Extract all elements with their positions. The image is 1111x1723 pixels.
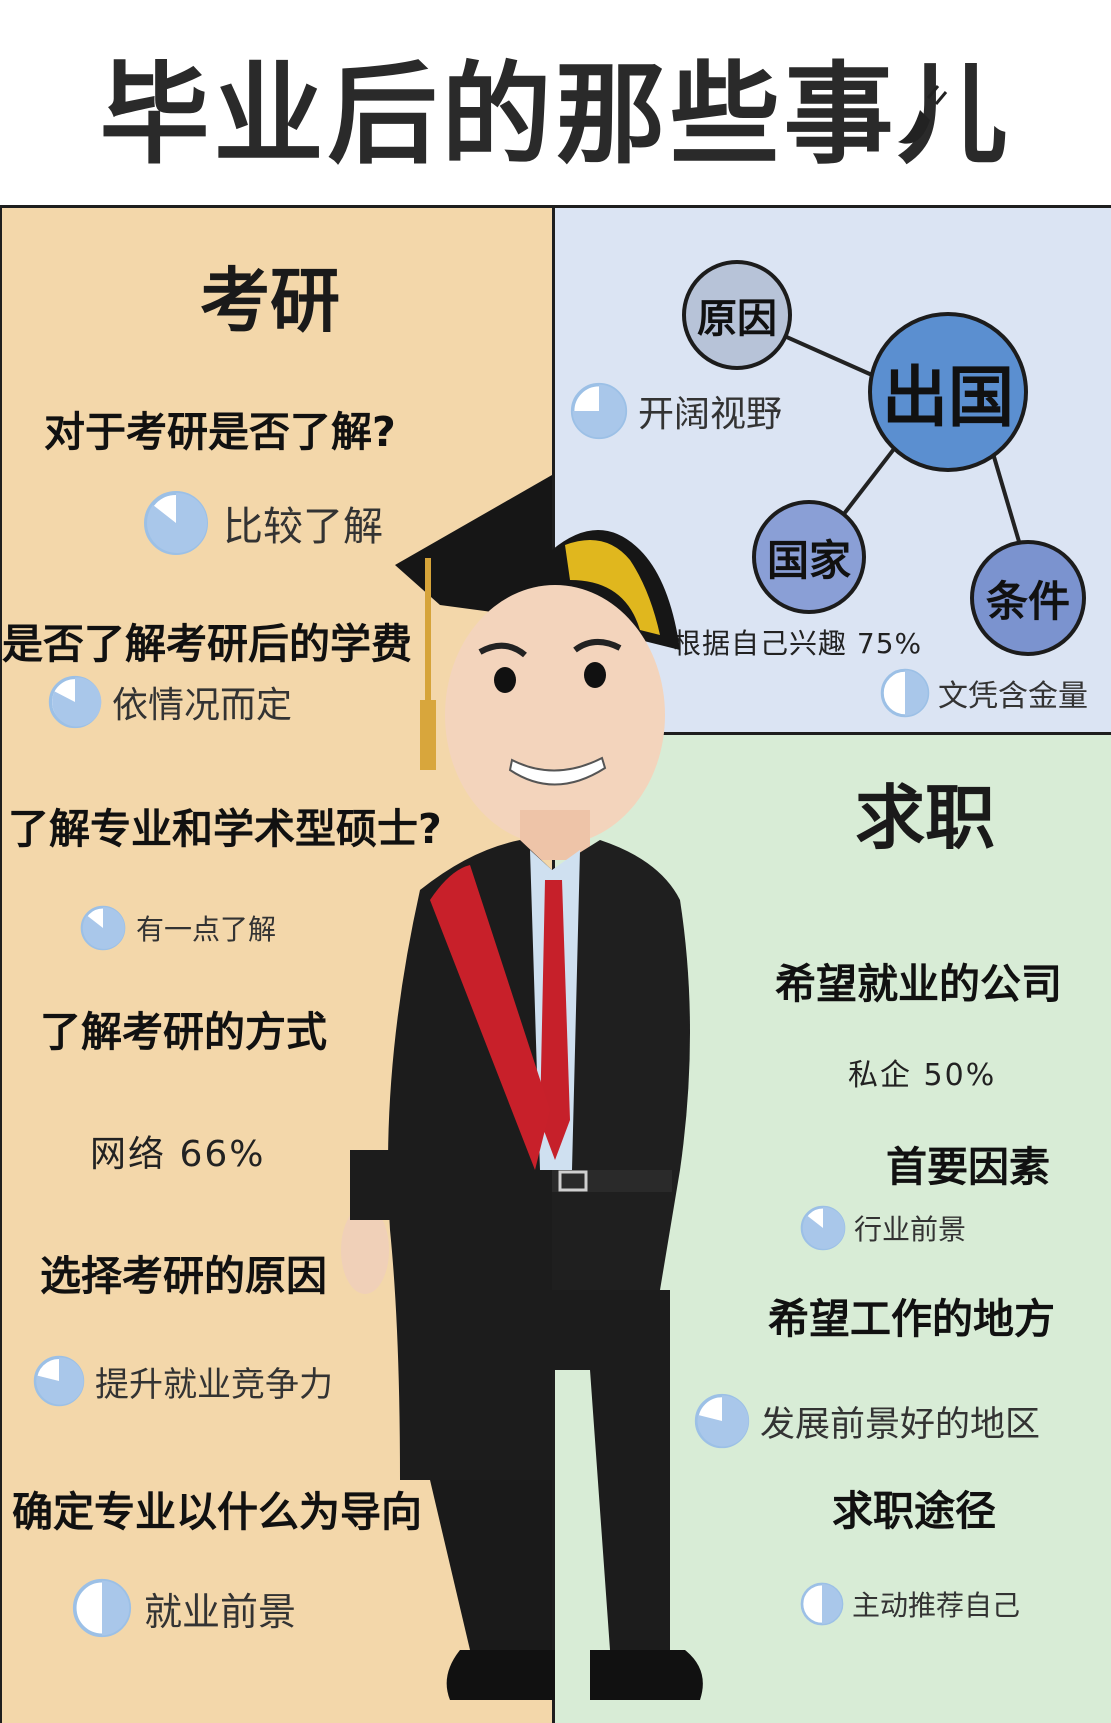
kaoyan-answer-1: 比较了解 — [143, 490, 383, 556]
kaoyan-question-6: 确定专业以什么为导向 — [12, 1488, 422, 1536]
qiuzhi-answer-3: 发展前景好的地区 — [694, 1393, 1040, 1449]
kaoyan-answer-2: 依情况而定 — [48, 675, 292, 729]
kaoyan-question-4: 了解考研的方式 — [40, 1008, 327, 1056]
chuguo-reason-answer: 开阔视野 — [570, 382, 782, 440]
kaoyan-answer-6: 就业前景 — [72, 1578, 296, 1638]
answer-text: 就业前景 — [144, 1589, 297, 1634]
answer-text: 比较了解 — [223, 504, 383, 550]
pie-chart-icon — [800, 1582, 844, 1626]
qiuzhi-question-1: 希望就业的公司 — [775, 960, 1062, 1008]
answer-text: 提升就业竞争力 — [95, 1364, 333, 1405]
kaoyan-question-2: 是否了解考研后的学费 — [2, 620, 412, 668]
qiuzhi-question-4: 求职途径 — [832, 1487, 996, 1535]
answer-text: 行业前景 — [854, 1213, 967, 1246]
pie-chart-icon — [800, 1205, 846, 1251]
qiuzhi-question-2: 首要因素 — [886, 1143, 1050, 1191]
kaoyan-answer-4: 网络 66% — [90, 1134, 266, 1175]
kaoyan-answer-3: 有一点了解 — [80, 905, 276, 951]
pie-chart-icon — [80, 905, 126, 951]
kaoyan-heading: 考研 — [200, 260, 340, 342]
qiuzhi-answer-2: 行业前景 — [800, 1205, 966, 1251]
page-title: 毕业后的那些事儿 — [99, 51, 1012, 179]
answer-text: 有一点了解 — [136, 913, 277, 946]
kaoyan-question-3: 了解专业和学术型硕士? — [8, 805, 442, 853]
answer-text: 开阔视野 — [638, 394, 783, 435]
pie-chart-icon — [33, 1355, 85, 1407]
pie-chart-icon — [570, 382, 628, 440]
qiuzhi-question-3: 希望工作的地方 — [768, 1295, 1055, 1343]
pie-chart-icon — [48, 675, 102, 729]
answer-text: 依情况而定 — [112, 685, 293, 726]
answer-text: 文凭含金量 — [938, 679, 1088, 714]
decorative-swoosh-icon — [898, 85, 948, 144]
qiuzhi-answer-4: 主动推荐自己 — [800, 1582, 1020, 1626]
kaoyan-question-5: 选择考研的原因 — [40, 1252, 327, 1300]
node-condition: 条件 — [970, 540, 1086, 656]
pie-chart-icon — [880, 668, 930, 718]
qiuzhi-answer-1: 私企 50% — [848, 1058, 997, 1093]
chuguo-country-answer: 根据自己兴趣 75% — [673, 627, 923, 660]
node-chuguo-center: 出国 — [868, 312, 1028, 472]
answer-text: 发展前景好的地区 — [760, 1404, 1041, 1445]
chuguo-condition-answer: 文凭含金量 — [880, 668, 1088, 718]
graduate-illustration — [341, 475, 703, 1700]
node-country: 国家 — [752, 500, 866, 614]
answer-text: 主动推荐自己 — [852, 1589, 1021, 1622]
node-reason: 原因 — [682, 260, 792, 370]
qiuzhi-heading: 求职 — [855, 777, 995, 859]
kaoyan-question-1: 对于考研是否了解? — [44, 408, 396, 456]
pie-chart-icon — [694, 1393, 750, 1449]
pie-chart-icon — [72, 1578, 132, 1638]
pie-chart-icon — [144, 491, 208, 555]
kaoyan-answer-5: 提升就业竞争力 — [33, 1355, 333, 1407]
